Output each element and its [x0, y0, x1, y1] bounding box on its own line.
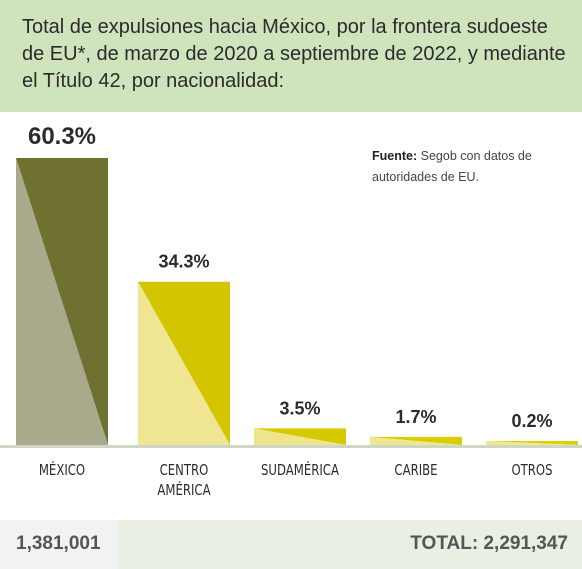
value-label-1: 34.3%: [158, 252, 209, 272]
value-label-4: 0.2%: [511, 411, 552, 431]
bar-2-light: [254, 428, 346, 445]
value-label-2: 3.5%: [279, 398, 320, 418]
bar-0-light: [16, 158, 108, 445]
grand-total: TOTAL: 2,291,347: [410, 533, 568, 554]
source-note: Fuente: Segob con datos de autoridades d…: [372, 146, 562, 188]
source-label: Fuente:: [372, 149, 418, 163]
chart-title: Total de expulsiones hacia México, por l…: [22, 16, 566, 92]
bar-3-dark: [370, 436, 462, 445]
bar-3-light: [370, 436, 462, 445]
header-band: Total de expulsiones hacia México, por l…: [0, 0, 582, 112]
mexico-total: 1,381,001: [16, 533, 101, 554]
bar-1-light: [138, 281, 230, 445]
category-label-0: MÉXICO: [39, 461, 85, 480]
category-label-1-line-1: AMÉRICA: [157, 481, 211, 500]
footer-band: 1,381,001 TOTAL: 2,291,347: [0, 520, 582, 569]
footer-mexico-cell: [0, 520, 118, 569]
chart-baseline: [0, 445, 582, 448]
category-label-1-line-0: CENTRO: [160, 463, 209, 480]
category-label-3: CARIBE: [394, 463, 437, 480]
value-label-0: 60.3%: [28, 123, 96, 150]
category-label-4: OTROS: [511, 463, 552, 480]
value-label-3: 1.7%: [395, 407, 436, 427]
category-label-2: SUDAMÉRICA: [261, 461, 340, 480]
source-text: Segob con datos de autoridades de EU.: [372, 149, 532, 184]
bar-4-light: [486, 441, 578, 445]
